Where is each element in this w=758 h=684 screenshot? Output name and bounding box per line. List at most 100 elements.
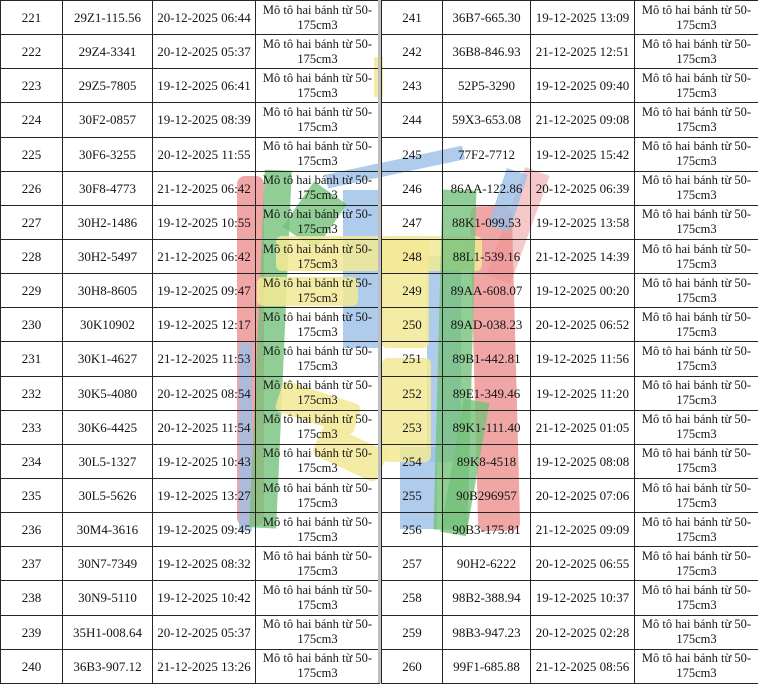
plate-number: 36B3-907.12 — [63, 649, 153, 683]
row-number: 256 — [382, 513, 443, 547]
vehicle-type: Mô tô hai bánh từ 50-175cm3 — [635, 547, 758, 581]
plate-number: 89AD-038.23 — [443, 308, 531, 342]
registration-datetime: 21-12-2025 11:53 — [153, 342, 256, 376]
vehicle-type: Mô tô hai bánh từ 50-175cm3 — [635, 308, 758, 342]
row-number: 229 — [1, 274, 63, 308]
plate-number: 30F2-0857 — [63, 103, 153, 137]
vehicle-type: Mô tô hai bánh từ 50-175cm3 — [635, 376, 758, 410]
registration-datetime: 21-12-2025 06:42 — [153, 239, 256, 273]
vehicle-type: Mô tô hai bánh từ 50-175cm3 — [256, 274, 380, 308]
vehicle-type: Mô tô hai bánh từ 50-175cm3 — [635, 342, 758, 376]
vehicle-type: Mô tô hai bánh từ 50-175cm3 — [635, 137, 758, 171]
vehicle-type: Mô tô hai bánh từ 50-175cm3 — [635, 615, 758, 649]
row-number: 254 — [382, 444, 443, 478]
row-number: 226 — [1, 171, 63, 205]
registration-datetime: 21-12-2025 13:26 — [153, 649, 256, 683]
row-number: 249 — [382, 274, 443, 308]
registration-datetime: 20-12-2025 06:55 — [531, 547, 635, 581]
plate-number: 30L5-5626 — [63, 478, 153, 512]
row-number: 240 — [1, 649, 63, 683]
vehicle-type: Mô tô hai bánh từ 50-175cm3 — [256, 478, 380, 512]
plate-number: 89AA-608.07 — [443, 274, 531, 308]
vehicle-type: Mô tô hai bánh từ 50-175cm3 — [256, 1, 380, 35]
vehicle-type: Mô tô hai bánh từ 50-175cm3 — [256, 69, 380, 103]
plate-number: 30K10902 — [63, 308, 153, 342]
row-number: 252 — [382, 376, 443, 410]
registration-datetime: 21-12-2025 06:42 — [153, 171, 256, 205]
plate-number: 98B3-947.23 — [443, 615, 531, 649]
plate-number: 89E1-349.46 — [443, 376, 531, 410]
vehicle-type: Mô tô hai bánh từ 50-175cm3 — [256, 35, 380, 69]
registration-datetime: 19-12-2025 08:39 — [153, 103, 256, 137]
vehicle-type: Mô tô hai bánh từ 50-175cm3 — [635, 274, 758, 308]
registration-datetime: 21-12-2025 08:56 — [531, 649, 635, 683]
row-number: 222 — [1, 35, 63, 69]
vehicle-type: Mô tô hai bánh từ 50-175cm3 — [635, 35, 758, 69]
plate-number: 30K5-4080 — [63, 376, 153, 410]
row-number: 241 — [382, 1, 443, 35]
vehicle-type: Mô tô hai bánh từ 50-175cm3 — [256, 581, 380, 615]
plate-number: 29Z1-115.56 — [63, 1, 153, 35]
vehicle-type: Mô tô hai bánh từ 50-175cm3 — [635, 239, 758, 273]
plate-number: 89K8-4518 — [443, 444, 531, 478]
row-number: 255 — [382, 478, 443, 512]
vehicle-type: Mô tô hai bánh từ 50-175cm3 — [256, 171, 380, 205]
plate-number: 30H2-1486 — [63, 205, 153, 239]
vehicle-type: Mô tô hai bánh từ 50-175cm3 — [256, 649, 380, 683]
registration-datetime: 20-12-2025 11:55 — [153, 137, 256, 171]
vehicle-type: Mô tô hai bánh từ 50-175cm3 — [635, 205, 758, 239]
registration-datetime: 20-12-2025 06:44 — [153, 1, 256, 35]
row-number: 244 — [382, 103, 443, 137]
row-number: 223 — [1, 69, 63, 103]
plate-number: 77F2-7712 — [443, 137, 531, 171]
row-number: 235 — [1, 478, 63, 512]
vehicle-type: Mô tô hai bánh từ 50-175cm3 — [256, 615, 380, 649]
vehicle-type: Mô tô hai bánh từ 50-175cm3 — [635, 649, 758, 683]
plate-number: 30F8-4773 — [63, 171, 153, 205]
vehicle-type: Mô tô hai bánh từ 50-175cm3 — [256, 205, 380, 239]
plate-number: 90B3-175.81 — [443, 513, 531, 547]
row-number: 243 — [382, 69, 443, 103]
registration-datetime: 21-12-2025 12:51 — [531, 35, 635, 69]
row-number: 258 — [382, 581, 443, 615]
row-number: 233 — [1, 410, 63, 444]
vehicle-type: Mô tô hai bánh từ 50-175cm3 — [256, 376, 380, 410]
registration-datetime: 21-12-2025 01:05 — [531, 410, 635, 444]
registration-datetime: 19-12-2025 11:56 — [531, 342, 635, 376]
vehicle-type: Mô tô hai bánh từ 50-175cm3 — [256, 342, 380, 376]
plate-number: 30K6-4425 — [63, 410, 153, 444]
plate-number: 89B1-442.81 — [443, 342, 531, 376]
registration-datetime: 19-12-2025 15:42 — [531, 137, 635, 171]
